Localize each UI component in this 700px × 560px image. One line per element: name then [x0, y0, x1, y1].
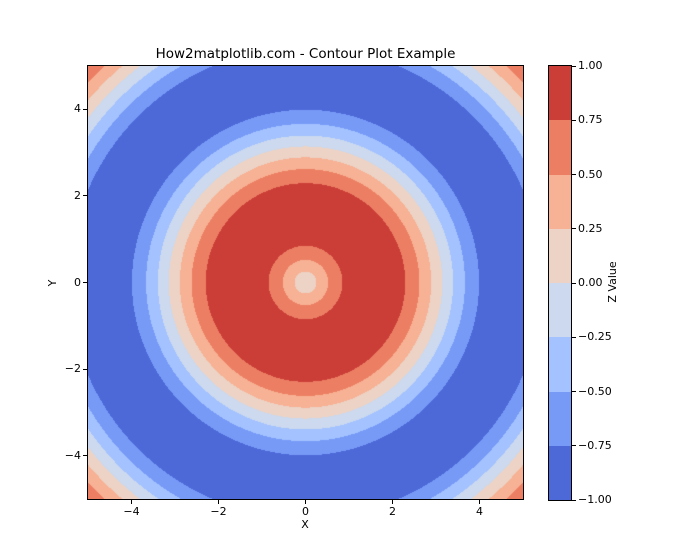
- colorbar-tick-mark: [572, 445, 576, 447]
- colorbar-tick-label: −1.00: [578, 493, 612, 506]
- colorbar-tick-label: 0.50: [578, 167, 603, 181]
- colorbar-frame: [548, 65, 572, 501]
- colorbar-tick-label: −0.75: [578, 438, 612, 452]
- y-tick-label: 2: [74, 188, 81, 202]
- colorbar-tick-mark: [572, 282, 576, 284]
- y-tick-label: −4: [64, 448, 81, 462]
- y-tick-mark: [83, 282, 87, 283]
- colorbar-band: [549, 445, 571, 500]
- x-tick-mark: [305, 500, 306, 504]
- colorbar-tick-label: −0.25: [578, 330, 612, 344]
- chart-title: How2matplotlib.com - Contour Plot Exampl…: [155, 46, 456, 62]
- x-axis-label: X: [301, 518, 309, 531]
- colorbar-band: [549, 174, 571, 229]
- y-tick-label: −2: [64, 362, 81, 376]
- colorbar-band: [549, 391, 571, 446]
- colorbar-tick-mark: [572, 391, 576, 392]
- colorbar-tick-mark: [572, 65, 576, 67]
- colorbar-tick-mark: [572, 174, 576, 175]
- colorbar-tick-label: 0.00: [578, 276, 603, 289]
- x-tick-label: 0: [302, 505, 309, 518]
- x-tick-label: 2: [389, 505, 396, 518]
- x-tick-mark: [218, 500, 219, 504]
- colorbar-band: [549, 120, 571, 175]
- y-tick-mark: [83, 368, 87, 370]
- colorbar-tick-label: 1.00: [578, 59, 603, 72]
- x-tick-label: 4: [476, 505, 483, 518]
- colorbar-band: [549, 337, 571, 392]
- plot-frame: [87, 65, 524, 500]
- contour-canvas: [88, 66, 523, 499]
- x-tick-mark: [392, 500, 393, 504]
- x-tick-mark: [131, 500, 132, 504]
- x-tick-label: −4: [123, 505, 140, 518]
- y-tick-mark: [83, 195, 87, 197]
- colorbar-tick-label: −0.50: [578, 384, 612, 398]
- colorbar-bands: [549, 66, 571, 500]
- colorbar-label: Z Value: [606, 261, 619, 303]
- colorbar-tick-mark: [572, 119, 576, 121]
- colorbar-band: [549, 283, 571, 338]
- colorbar-tick-label: 0.75: [578, 113, 603, 127]
- colorbar-tick-mark: [572, 336, 576, 338]
- colorbar-band: [549, 228, 571, 283]
- x-tick-mark: [479, 500, 480, 504]
- colorbar-tick-mark: [572, 499, 576, 501]
- y-tick-label: 4: [74, 102, 81, 116]
- y-tick-mark: [83, 108, 87, 110]
- colorbar-tick-mark: [572, 228, 576, 230]
- y-tick-mark: [83, 455, 87, 457]
- y-tick-label: 0: [74, 275, 81, 289]
- x-tick-label: −2: [210, 505, 227, 518]
- colorbar-tick-label: 0.25: [578, 221, 603, 235]
- colorbar-band: [549, 66, 571, 121]
